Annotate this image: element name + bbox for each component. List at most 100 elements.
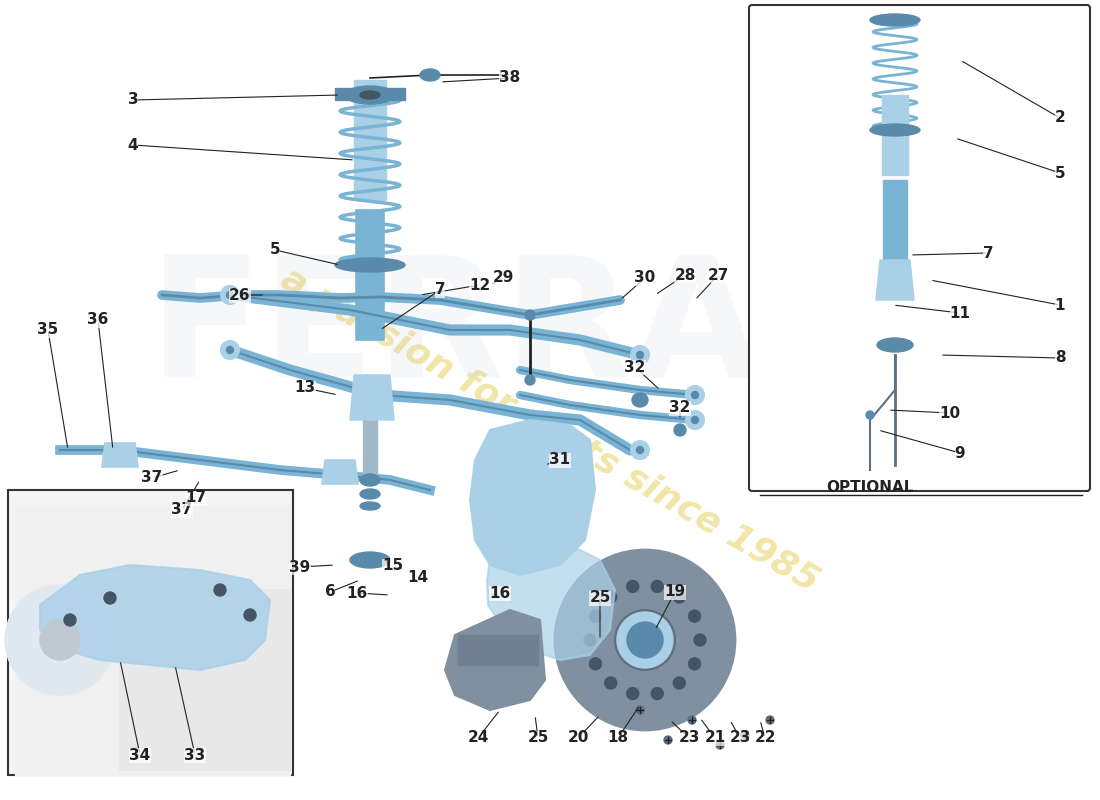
Polygon shape — [102, 443, 138, 467]
Text: 13: 13 — [295, 381, 316, 395]
Ellipse shape — [692, 417, 698, 423]
Circle shape — [244, 609, 256, 621]
Text: 5: 5 — [1055, 166, 1065, 181]
Ellipse shape — [866, 411, 874, 419]
Circle shape — [584, 634, 596, 646]
Ellipse shape — [345, 86, 395, 104]
Text: 4: 4 — [128, 138, 139, 153]
Text: 18: 18 — [607, 730, 628, 746]
Ellipse shape — [227, 291, 233, 298]
Polygon shape — [876, 260, 914, 300]
Text: 39: 39 — [289, 559, 310, 574]
Ellipse shape — [686, 386, 704, 404]
Text: 34: 34 — [130, 747, 151, 762]
Polygon shape — [446, 610, 544, 710]
Bar — [8, 490, 293, 775]
Ellipse shape — [636, 706, 644, 714]
Ellipse shape — [664, 736, 672, 744]
Text: 37: 37 — [172, 502, 192, 518]
Text: 19: 19 — [664, 585, 685, 599]
Text: OPTIONAL: OPTIONAL — [826, 481, 914, 495]
Circle shape — [651, 688, 663, 700]
Bar — [15, 505, 290, 775]
Ellipse shape — [766, 716, 774, 724]
Text: 35: 35 — [37, 322, 58, 338]
Ellipse shape — [360, 502, 379, 510]
Text: 28: 28 — [674, 267, 695, 282]
Text: 6: 6 — [324, 585, 336, 599]
Ellipse shape — [741, 731, 749, 739]
Text: 38: 38 — [499, 70, 520, 86]
Text: 7: 7 — [434, 282, 446, 298]
Text: 24: 24 — [468, 730, 488, 746]
Ellipse shape — [870, 14, 920, 26]
Circle shape — [605, 677, 617, 689]
FancyBboxPatch shape — [749, 5, 1090, 491]
Bar — [336, 88, 405, 100]
Bar — [458, 635, 538, 665]
Text: 32: 32 — [625, 359, 646, 374]
Text: 36: 36 — [87, 313, 109, 327]
Ellipse shape — [716, 741, 724, 749]
Ellipse shape — [688, 716, 696, 724]
Ellipse shape — [221, 341, 239, 359]
Text: 37: 37 — [142, 470, 163, 486]
Circle shape — [617, 612, 673, 668]
Polygon shape — [487, 545, 615, 660]
Ellipse shape — [637, 446, 644, 454]
Text: 9: 9 — [955, 446, 966, 461]
Text: 16: 16 — [346, 586, 367, 601]
Ellipse shape — [870, 124, 920, 136]
Text: 15: 15 — [383, 558, 404, 574]
Circle shape — [673, 591, 685, 603]
Ellipse shape — [420, 69, 440, 81]
Text: 16: 16 — [490, 586, 510, 601]
Circle shape — [556, 550, 735, 730]
Circle shape — [104, 592, 116, 604]
Text: 12: 12 — [470, 278, 491, 293]
Text: 21: 21 — [704, 730, 726, 746]
Ellipse shape — [631, 346, 649, 364]
Text: 10: 10 — [939, 406, 960, 421]
Text: 33: 33 — [185, 747, 206, 762]
Circle shape — [590, 610, 602, 622]
Circle shape — [689, 658, 701, 670]
Ellipse shape — [336, 258, 405, 272]
Circle shape — [40, 620, 80, 660]
Circle shape — [590, 658, 602, 670]
Text: 20: 20 — [568, 730, 588, 746]
Circle shape — [627, 580, 639, 592]
Text: 14: 14 — [407, 570, 429, 586]
Text: 26: 26 — [229, 287, 251, 302]
Circle shape — [694, 634, 706, 646]
Ellipse shape — [877, 338, 913, 352]
Circle shape — [673, 677, 685, 689]
Text: 2: 2 — [1055, 110, 1066, 126]
Bar — [354, 80, 386, 200]
Text: 17: 17 — [186, 490, 207, 506]
Circle shape — [605, 591, 617, 603]
Circle shape — [214, 584, 225, 596]
Ellipse shape — [350, 552, 390, 568]
Polygon shape — [350, 375, 394, 420]
Text: 23: 23 — [679, 730, 700, 746]
Text: 31: 31 — [549, 453, 571, 467]
Polygon shape — [322, 460, 358, 484]
Text: 8: 8 — [1055, 350, 1065, 366]
Circle shape — [627, 622, 663, 658]
Polygon shape — [470, 420, 595, 575]
Ellipse shape — [631, 441, 649, 459]
Text: 23: 23 — [729, 730, 750, 746]
Circle shape — [615, 610, 675, 670]
Circle shape — [64, 614, 76, 626]
Text: 32: 32 — [669, 401, 691, 415]
Bar — [363, 400, 377, 480]
Text: 11: 11 — [949, 306, 970, 321]
Circle shape — [651, 580, 663, 592]
Circle shape — [627, 688, 639, 700]
Bar — [356, 210, 384, 340]
Ellipse shape — [360, 474, 379, 486]
Ellipse shape — [686, 411, 704, 429]
Circle shape — [6, 585, 115, 695]
Bar — [882, 95, 908, 175]
